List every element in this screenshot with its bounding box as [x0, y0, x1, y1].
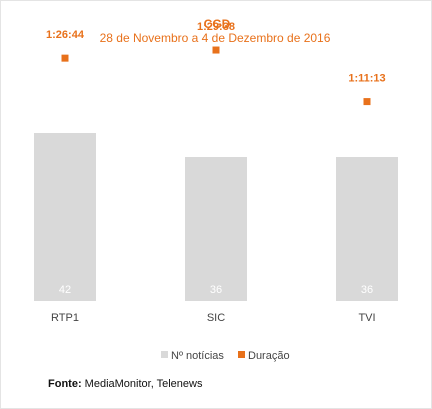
duration-marker	[212, 46, 220, 54]
bar-value-label: 36	[361, 284, 373, 296]
source-text: MediaMonitor, Telenews	[81, 378, 203, 390]
legend: Nº notícias Duração	[161, 350, 290, 362]
bar-tvi	[336, 157, 398, 301]
legend-swatch-duration	[238, 351, 245, 358]
bar-value-label: 36	[210, 284, 222, 296]
category-label: SIC	[207, 312, 225, 324]
category-label: TVI	[358, 312, 375, 324]
category-label: RTP1	[51, 312, 79, 324]
chart: CGD 28 de Novembro a 4 de Dezembro de 20…	[34, 17, 398, 362]
plot-area: 42 RTP1 1:26:44 36 SIC 1:29:38 36 TVI 1:11:13	[34, 21, 398, 324]
source-note: Fonte: MediaMonitor, Telenews	[48, 378, 202, 390]
bar-value-label: 42	[59, 284, 71, 296]
duration-label: 1:29:38	[197, 21, 235, 33]
duration-marker	[363, 98, 371, 106]
bar-sic	[185, 157, 247, 301]
legend-swatch-bars	[161, 351, 168, 358]
duration-label: 1:11:13	[348, 73, 385, 85]
duration-label: 1:26:44	[46, 29, 85, 41]
source-label: Fonte:	[48, 378, 82, 390]
bar-rtp1	[34, 133, 96, 301]
duration-marker	[61, 54, 69, 62]
legend-label-duration: Duração	[248, 350, 290, 362]
chart-subtitle: 28 de Novembro a 4 de Dezembro de 2016	[100, 31, 331, 45]
chart-title: CGD	[204, 17, 231, 31]
legend-label-bars: Nº notícias	[171, 350, 224, 362]
